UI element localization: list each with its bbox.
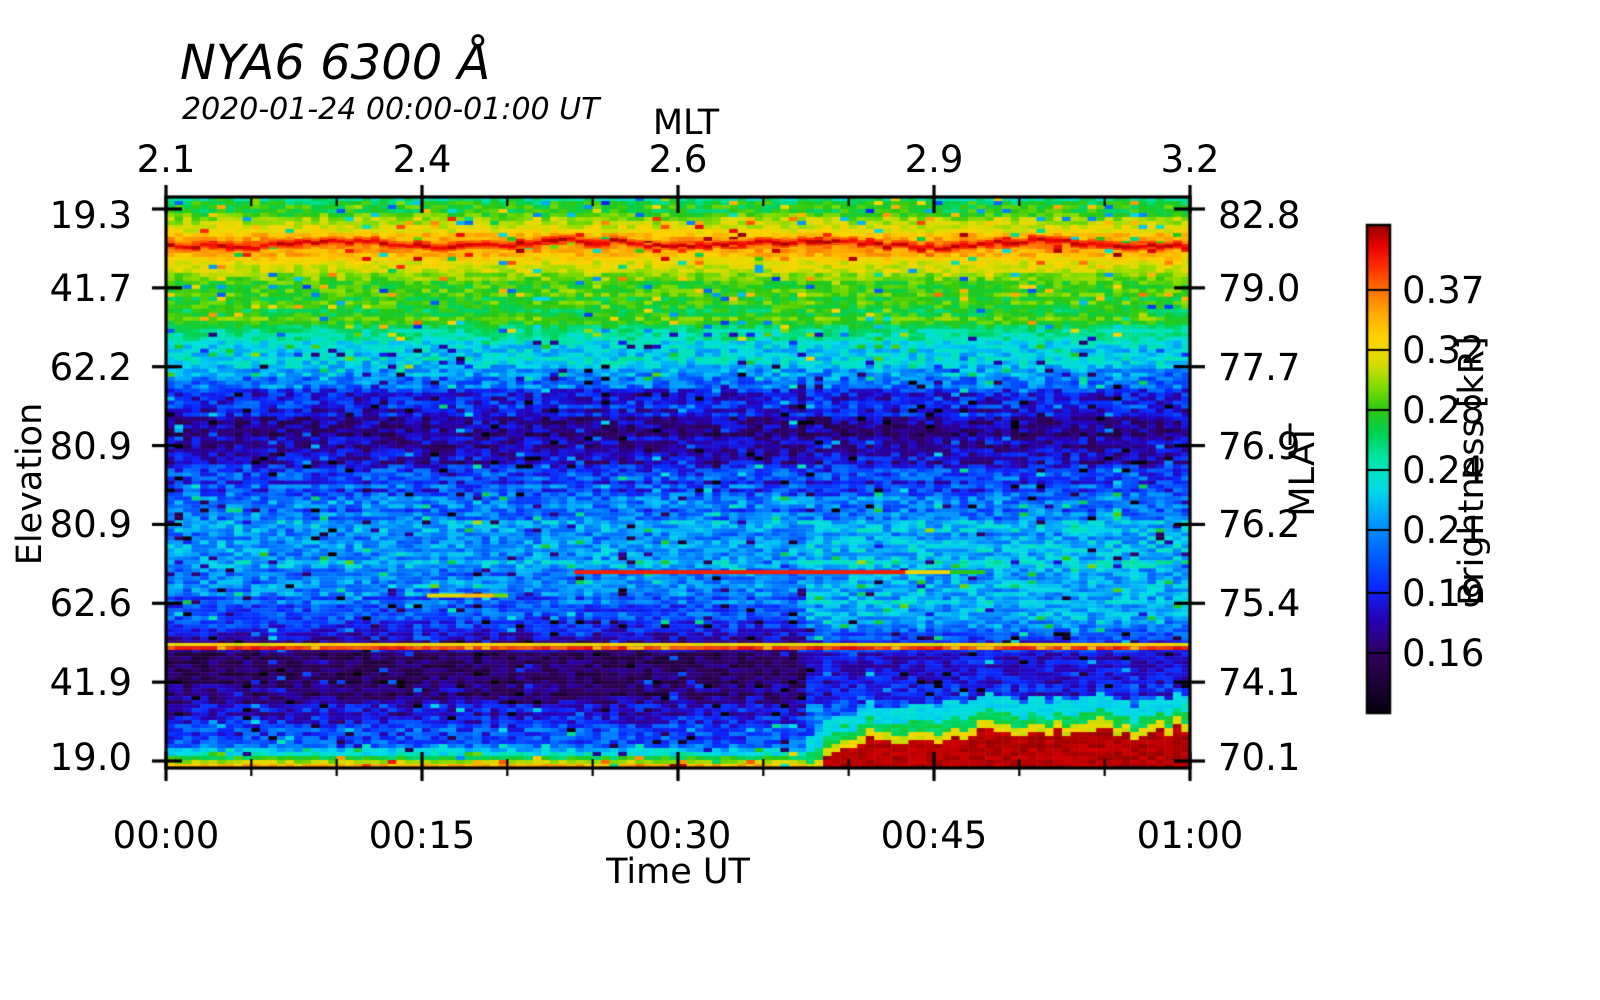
tick-label: 70.1 <box>1218 736 1301 779</box>
tick-label: 2.4 <box>392 138 452 181</box>
tick-label: 00:00 <box>112 814 220 857</box>
tick-label: 62.6 <box>49 582 132 626</box>
tick-label: 79.0 <box>1218 266 1301 310</box>
tick-label: 0.32 <box>1402 328 1485 372</box>
tick-label: 76.9 <box>1218 424 1301 468</box>
tick-label: 75.4 <box>1218 582 1301 626</box>
top-axis-title: MLT <box>652 103 720 143</box>
tick-label: 00:45 <box>880 814 988 857</box>
tick-label: 80.9 <box>49 503 132 547</box>
tick-label: 00:15 <box>368 814 476 857</box>
tick-label: 01:00 <box>1136 814 1244 857</box>
tick-label: 19.3 <box>49 194 132 237</box>
figure-subtitle: 2020-01-24 00:00-01:00 UT <box>182 92 600 127</box>
tick-label: 62.2 <box>49 345 132 389</box>
tick-label: 2.9 <box>904 138 964 181</box>
tick-label: 0.28 <box>1402 388 1485 432</box>
bottom-axis-title: Time UT <box>606 852 750 892</box>
tick-label: 19.0 <box>49 736 132 779</box>
tick-label: 76.2 <box>1218 503 1301 547</box>
tick-label: 41.7 <box>49 266 132 310</box>
tick-label: 74.1 <box>1218 661 1301 705</box>
tick-label: 0.24 <box>1402 448 1485 492</box>
tick-label: 00:30 <box>624 814 732 857</box>
tick-label: 41.9 <box>49 661 132 705</box>
tick-label: 77.7 <box>1218 345 1301 389</box>
tick-label: 82.8 <box>1218 194 1301 237</box>
tick-label: 0.21 <box>1402 509 1485 552</box>
tick-label: 0.16 <box>1402 631 1485 675</box>
tick-label: 3.2 <box>1160 138 1220 181</box>
tick-label: 0.19 <box>1402 571 1485 615</box>
figure-title: NYA6 6300 Å <box>180 35 491 91</box>
tick-label: 80.9 <box>49 424 132 468</box>
tick-label: 0.37 <box>1402 268 1485 312</box>
tick-label: 2.1 <box>136 138 196 181</box>
tick-label: 2.6 <box>648 138 708 181</box>
